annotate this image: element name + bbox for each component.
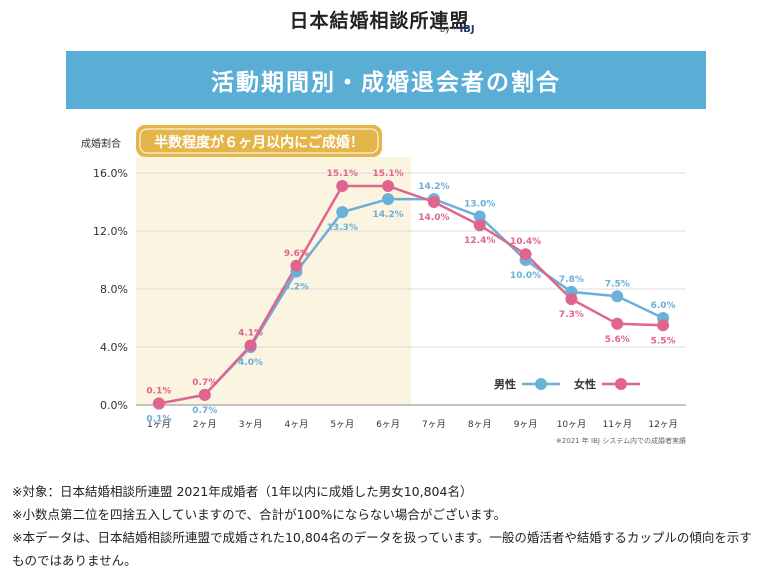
x-tick-label: 2ヶ月 xyxy=(193,419,217,430)
data-label: 9.6% xyxy=(284,249,309,259)
logo-brand-name: IBJ xyxy=(459,24,475,35)
y-tick-label: 8.0% xyxy=(100,283,128,296)
data-label: 6.0% xyxy=(651,301,676,311)
data-label: 4.1% xyxy=(238,329,263,339)
legend-label: 男性 xyxy=(494,377,516,391)
data-label: 4.0% xyxy=(238,358,263,368)
data-label: 9.2% xyxy=(284,283,309,293)
x-tick-label: 9ヶ月 xyxy=(514,419,538,430)
heart-icon: ♡ xyxy=(452,25,460,34)
data-label: 0.1% xyxy=(146,415,171,425)
note-disclaimer: ※本データは、日本結婚相談所連盟で成婚された10,804名のデータを扱っています… xyxy=(12,530,752,568)
legend-label: 女性 xyxy=(574,377,596,391)
data-label: 15.1% xyxy=(327,169,358,179)
x-tick-label: 1ヶ月 xyxy=(147,419,171,430)
series-line-female xyxy=(158,184,664,405)
x-tick-label: 7ヶ月 xyxy=(422,419,446,430)
note-rounding: ※小数点第二位を四捨五入していますので、合計が100%にならない場合がございます… xyxy=(12,507,507,522)
data-label: 14.0% xyxy=(418,213,449,223)
data-point xyxy=(336,180,349,193)
data-point xyxy=(611,317,624,330)
data-label: 7.8% xyxy=(559,275,584,285)
data-label: 13.3% xyxy=(327,223,358,233)
data-point xyxy=(611,290,624,303)
data-label: 10.4% xyxy=(510,237,541,247)
note-target: ※対象：日本結婚相談所連盟 2021年成婚者（1年以内に成婚した男女10,804… xyxy=(12,484,473,499)
highlight-band xyxy=(136,157,411,405)
x-tick-label: 3ヶ月 xyxy=(239,419,263,430)
data-point xyxy=(290,259,303,272)
source-note: ※2021 年 IBJ システム内での成婚者実績 xyxy=(556,436,686,445)
x-tick-label: 4ヶ月 xyxy=(285,419,309,430)
data-label: 14.2% xyxy=(372,210,403,220)
notes: ※対象：日本結婚相談所連盟 2021年成婚者（1年以内に成婚した男女10,804… xyxy=(12,480,752,572)
logo-brand: by ♡IBJ xyxy=(440,24,475,35)
data-point xyxy=(657,319,670,332)
data-label: 7.3% xyxy=(559,310,584,320)
data-label: 0.1% xyxy=(146,387,171,397)
data-label: 7.5% xyxy=(605,279,630,289)
data-label: 14.2% xyxy=(418,182,449,192)
x-tick-label: 10ヶ月 xyxy=(557,419,586,430)
data-point xyxy=(382,193,395,206)
y-tick-label: 12.0% xyxy=(93,225,128,238)
chart-panel: 0.0% 4.0% 8.0% 12.0% 16.0% 成婚割合 1ヶ月 2ヶ月 3ヶ月 4ヶ月 5… xyxy=(66,117,706,457)
legend-marker xyxy=(615,378,627,390)
data-point xyxy=(427,196,440,208)
logo-title: 日本結婚相談所連盟 xyxy=(289,10,470,32)
data-label: 12.4% xyxy=(464,236,495,246)
logo-by: by xyxy=(440,25,450,34)
legend-marker xyxy=(535,378,547,390)
data-label: 0.7% xyxy=(192,406,217,416)
data-label: 0.7% xyxy=(192,378,217,388)
x-tick-label: 11ヶ月 xyxy=(603,419,632,430)
data-point xyxy=(198,388,211,401)
data-point xyxy=(473,210,486,223)
data-point xyxy=(473,219,486,232)
callout-badge xyxy=(136,125,382,157)
data-label: 15.1% xyxy=(372,169,403,179)
data-point xyxy=(382,180,395,193)
data-label: 13.0% xyxy=(464,200,495,210)
y-tick-label: 0.0% xyxy=(100,399,128,412)
line-chart: 0.0% 4.0% 8.0% 12.0% 16.0% 成婚割合 1ヶ月 2ヶ月 3ヶ月 4ヶ月 5… xyxy=(81,125,686,445)
chart-title-banner: 活動期間別・成婚退会者の割合 xyxy=(66,51,706,109)
y-axis-label: 成婚割合 xyxy=(81,137,121,150)
x-tick-label: 8ヶ月 xyxy=(468,419,492,430)
y-tick-label: 16.0% xyxy=(93,167,128,180)
data-point xyxy=(565,293,578,306)
data-point xyxy=(152,397,165,410)
chart-title: 活動期間別・成婚退会者の割合 xyxy=(211,70,561,96)
x-tick-label: 12ヶ月 xyxy=(648,419,677,430)
y-tick-label: 4.0% xyxy=(100,341,128,354)
data-label: 5.6% xyxy=(605,335,630,345)
data-point xyxy=(244,339,257,352)
callout-inner-border xyxy=(139,128,379,154)
data-label: 10.0% xyxy=(510,271,541,281)
data-point xyxy=(519,248,532,261)
callout-text: 半数程度が６ヶ月以内にご成婚！ xyxy=(154,134,364,151)
x-tick-label: 6ヶ月 xyxy=(376,419,400,430)
data-label: 5.5% xyxy=(651,336,676,346)
data-point xyxy=(336,206,349,219)
logo: 日本結婚相談所連盟 xyxy=(0,6,759,33)
x-tick-label: 5ヶ月 xyxy=(330,419,354,430)
